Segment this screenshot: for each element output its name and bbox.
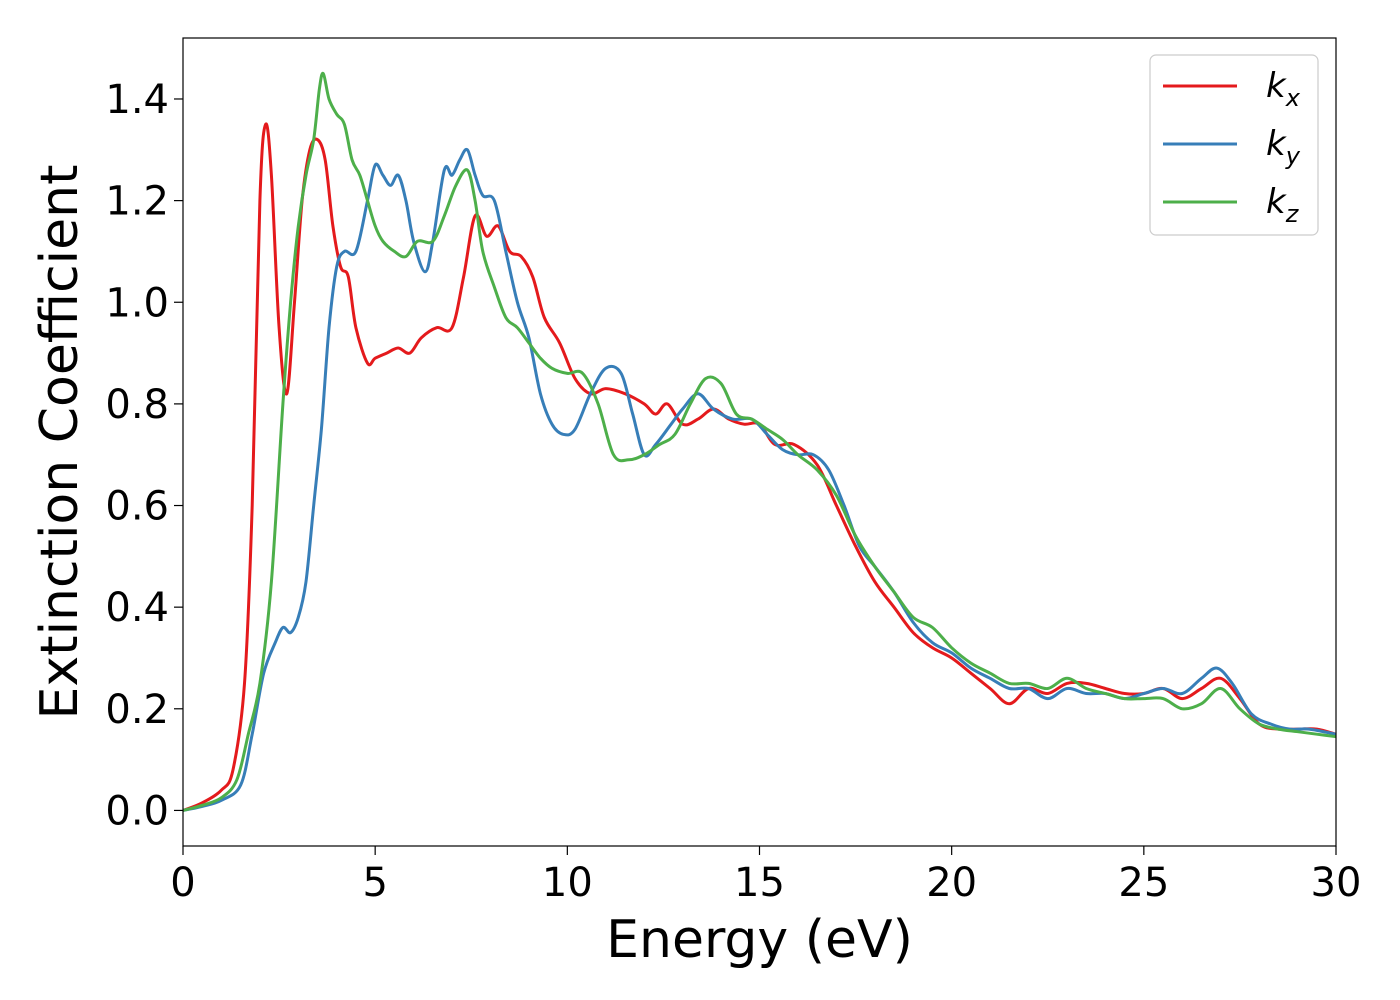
x-tick-label: 20 [926,860,977,906]
legend-label-kx: kx [1266,66,1301,112]
y-tick-label: 0.2 [105,687,169,733]
x-tick-label: 5 [362,860,387,906]
series-layer [183,71,1336,812]
y-tick-label: 0.6 [105,484,169,530]
x-tick-label: 0 [170,860,195,906]
x-tick-label: 30 [1311,860,1362,906]
y-tick-label: 1.4 [105,77,169,123]
y-tick-label: 1.0 [105,280,169,326]
x-tick-label: 25 [1118,860,1169,906]
y-tick-label: 1.2 [105,179,169,225]
y-axis-title: Extinction Coefficient [30,165,90,720]
y-tick-label: 0.4 [105,585,169,631]
x-tick-label: 15 [734,860,785,906]
ticks-layer: 0 5 10 15 20 25 30 0.0 0.2 0.4 0.6 0.8 1.0 1.2 1.4 [105,77,1361,906]
series-line-kz [183,71,1336,812]
y-tick-label: 0.8 [105,382,169,428]
x-axis-title: Energy (eV) [606,910,913,970]
x-tick-label: 10 [542,860,593,906]
y-tick-label: 0.0 [105,788,169,834]
series-line-ky [183,147,1336,812]
legend-label-ky: ky [1266,124,1301,170]
